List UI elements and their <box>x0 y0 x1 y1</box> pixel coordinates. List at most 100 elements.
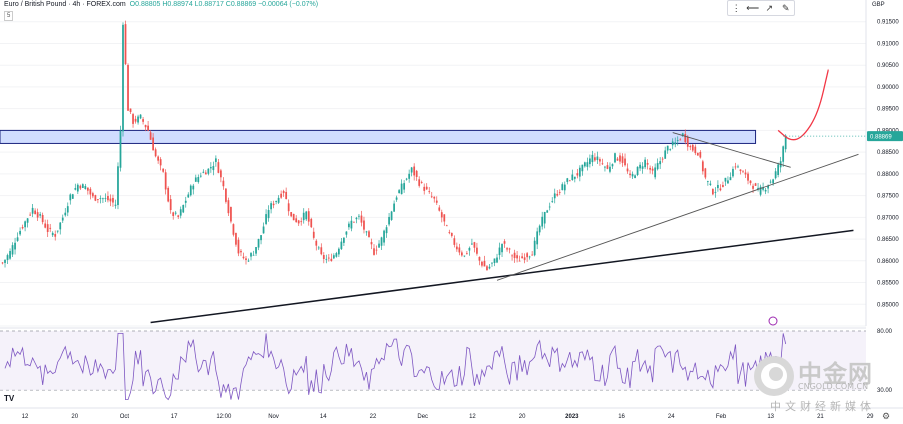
candle-body <box>184 200 187 203</box>
candle-body <box>363 220 365 230</box>
gear-icon[interactable]: ⚙ <box>882 411 891 421</box>
candle-body <box>24 221 26 228</box>
candle-body <box>636 166 639 175</box>
candle-body <box>222 180 225 187</box>
price-axis[interactable]: 0.915000.910000.905000.900000.895000.890… <box>865 0 899 326</box>
candle-body <box>370 242 373 245</box>
candle-body <box>528 256 531 258</box>
candle-body <box>611 164 614 167</box>
x-tick-label: Feb <box>716 414 727 420</box>
candle-body <box>14 242 16 250</box>
candle-body <box>624 158 626 166</box>
candle-body <box>89 188 92 195</box>
candle-body <box>521 256 523 259</box>
candle-body <box>538 225 541 233</box>
interval-badge[interactable]: 5 <box>4 11 14 21</box>
candle-body <box>762 187 764 190</box>
candle-body <box>631 173 634 177</box>
trendline[interactable] <box>496 153 859 281</box>
pen-icon[interactable]: ✎ <box>781 3 790 13</box>
candle-body <box>784 136 787 150</box>
candle-body <box>169 199 172 211</box>
alert-icon[interactable] <box>768 316 778 326</box>
time-axis[interactable]: 12 20 Oct 17 12:00 Nov 14 22 Dec 12 20 2023 16 24 Feb 1… <box>0 407 903 420</box>
candle-body <box>16 237 19 241</box>
candle-body <box>202 171 205 173</box>
candle-body <box>225 188 227 202</box>
candle-body <box>64 212 67 216</box>
trendline[interactable] <box>672 132 791 168</box>
x-tick-label: 17 <box>171 414 178 420</box>
candle-body <box>375 249 378 251</box>
trendlines <box>150 132 859 324</box>
line-tool-icon[interactable]: ⟵ <box>746 3 760 13</box>
candle-body <box>322 255 325 259</box>
candle-body <box>262 226 265 234</box>
candle-body <box>393 203 395 212</box>
candle-body <box>250 253 252 257</box>
candle-body <box>772 179 775 184</box>
candle-body <box>483 260 486 267</box>
candle-body <box>84 186 87 190</box>
candle-body <box>214 158 217 162</box>
candle-body <box>651 168 654 171</box>
candle-body <box>621 156 624 163</box>
candle-body <box>450 232 453 236</box>
candle-body <box>757 187 759 190</box>
candle-body <box>29 214 32 216</box>
candle-body <box>330 258 333 262</box>
candle-body <box>684 133 687 143</box>
candle-body <box>31 207 34 214</box>
candle-body <box>109 198 112 202</box>
brush-icon[interactable]: ↗ <box>765 3 774 13</box>
candle-body <box>265 214 267 224</box>
candle-body <box>280 193 283 198</box>
candle-body <box>189 185 192 196</box>
candle-body <box>782 146 785 162</box>
candle-body <box>134 118 137 122</box>
candle-body <box>159 159 162 166</box>
candle-body <box>478 256 481 261</box>
candle-body <box>722 185 724 187</box>
candle-body <box>355 217 358 220</box>
candle-body <box>99 198 102 199</box>
candle-body <box>292 213 295 221</box>
x-tick-label: Dec <box>417 414 428 420</box>
candle-body <box>649 167 652 170</box>
candle-body <box>614 153 616 163</box>
candle-body <box>425 186 428 190</box>
candle-body <box>563 184 566 191</box>
candle-body <box>551 200 554 202</box>
candle-body <box>320 247 323 255</box>
candle-body <box>4 259 6 263</box>
candle-body <box>383 230 385 243</box>
candle-body <box>583 162 586 167</box>
last-price-box <box>867 131 903 142</box>
candle-body <box>717 184 719 189</box>
x-tick-label: 20 <box>71 414 78 420</box>
candle-body <box>41 214 44 223</box>
candle-body <box>767 185 769 189</box>
candle-body <box>104 198 107 199</box>
candle-body <box>423 186 426 191</box>
candle-body <box>388 216 390 225</box>
candle-body <box>26 218 29 223</box>
candle-body <box>513 252 516 259</box>
rsi-line <box>4 333 787 401</box>
menu-icon[interactable]: ⋮ <box>731 3 741 13</box>
candle-body <box>646 162 649 165</box>
candle-body <box>749 180 752 184</box>
candle-body <box>137 116 139 123</box>
trendline[interactable] <box>150 229 854 324</box>
candle-body <box>91 193 94 197</box>
candle-body <box>508 248 511 250</box>
candle-body <box>481 261 483 266</box>
candle-body <box>310 218 313 228</box>
candle-body <box>144 124 147 128</box>
candle-body <box>114 204 117 206</box>
candle-body <box>405 178 408 180</box>
candle-body <box>576 173 579 176</box>
candle-body <box>400 183 403 195</box>
candle-body <box>586 162 589 167</box>
